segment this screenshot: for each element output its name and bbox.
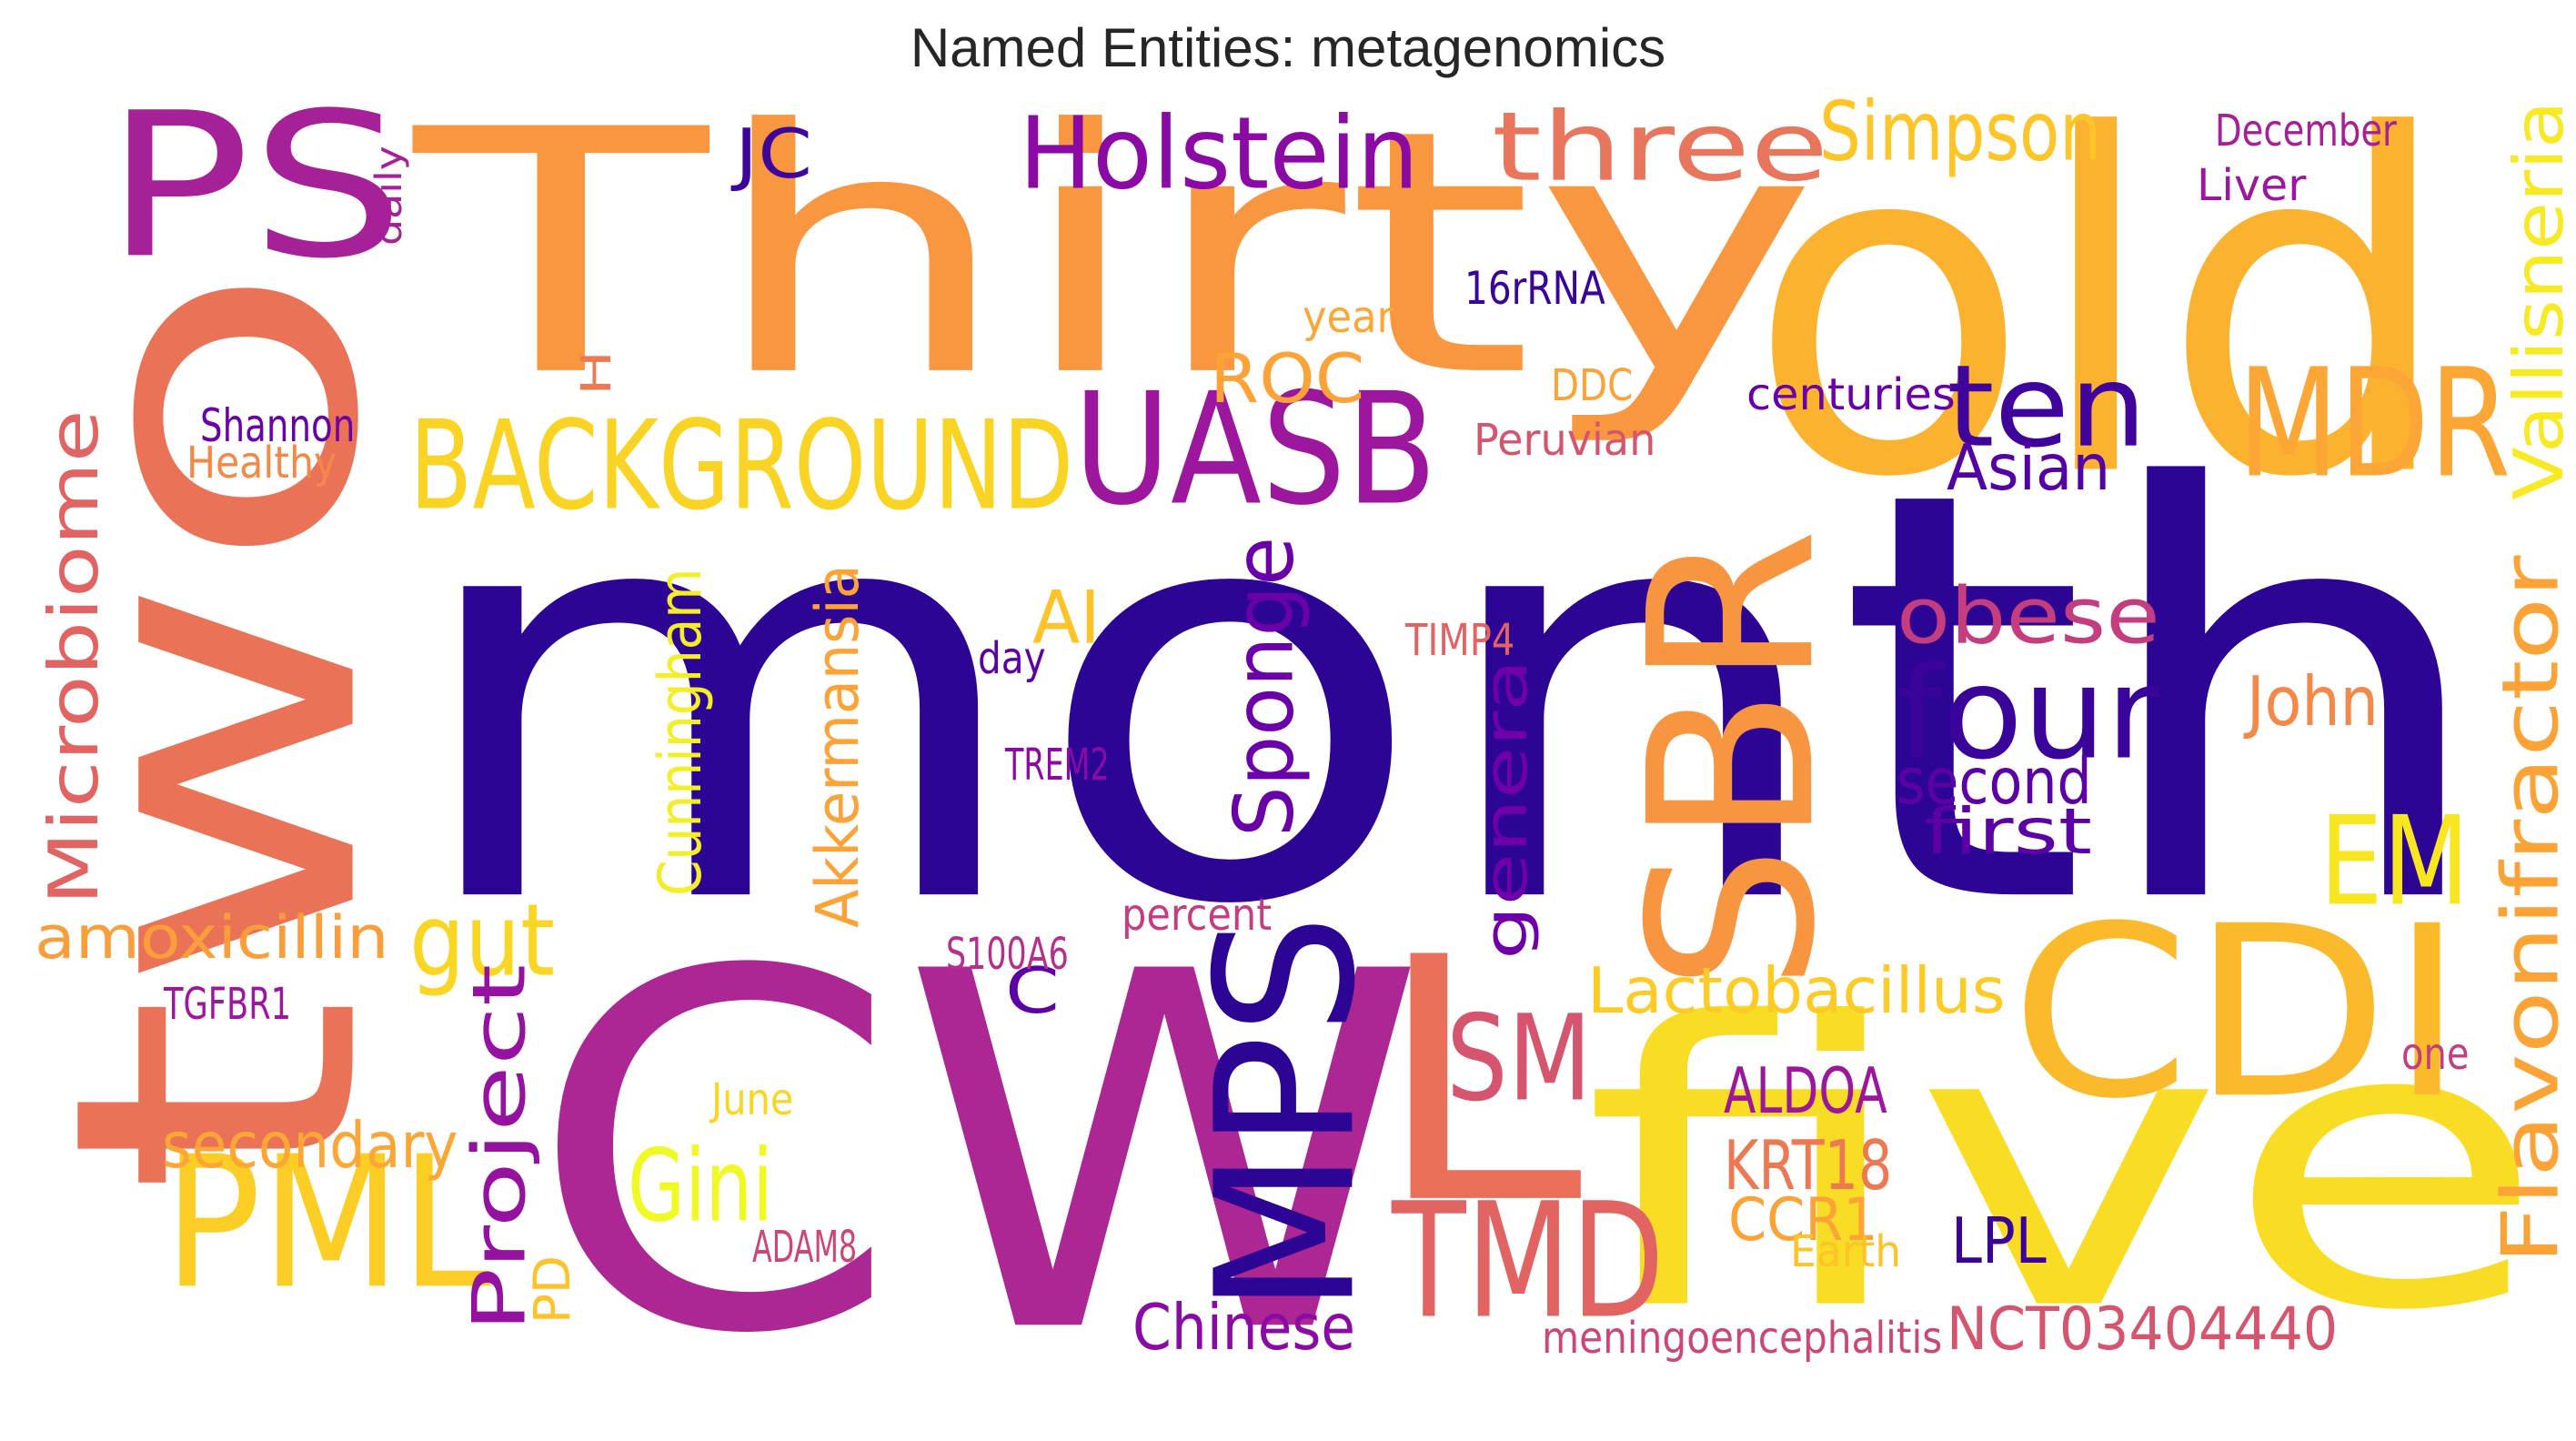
chart-title: Named Entities: metagenomics xyxy=(910,17,1666,78)
word-trem2: TREM2 xyxy=(1005,739,1110,791)
word-centuries: centuries xyxy=(1746,368,1956,421)
word-ai: AI xyxy=(1032,575,1101,661)
word-microbiome: Microbiome xyxy=(35,409,115,905)
word-amoxicillin: amoxicillin xyxy=(35,903,389,973)
word-cw: CW xyxy=(528,869,1428,1441)
word-timp4: TIMP4 xyxy=(1405,614,1515,667)
word-day: day xyxy=(978,632,1046,685)
word-gini: Gini xyxy=(628,1128,773,1245)
word-background: BACKGROUND xyxy=(409,394,1074,539)
word-cunningham: Cunningham xyxy=(646,568,716,896)
word-nct03404440: NCT03404440 xyxy=(1947,1295,2339,1365)
word-sm: SM xyxy=(1446,990,1592,1129)
word-cdi: CDI xyxy=(2010,875,2466,1152)
word-obese: obese xyxy=(1897,570,2160,662)
word-percent: percent xyxy=(1122,889,1273,942)
word-three: three xyxy=(1492,91,1829,204)
word-pd: PD xyxy=(522,1255,582,1324)
word-simpson: Simpson xyxy=(1819,83,2102,180)
word-s100a6: S100A6 xyxy=(946,928,1069,981)
word-june: June xyxy=(711,1073,794,1126)
word-four: four xyxy=(1897,640,2160,789)
word-mdr: MDR xyxy=(2238,337,2511,512)
word-peruvian: Peruvian xyxy=(1474,414,1656,467)
word-h: H xyxy=(572,349,621,396)
word-ddc: DDC xyxy=(1551,359,1634,412)
word-tmd: TMD xyxy=(1392,1169,1665,1355)
word-mps: MPS xyxy=(1174,913,1398,1315)
word-asian: Asian xyxy=(1947,430,2111,506)
word-daily: daily xyxy=(367,146,411,246)
word-16rrna: 16rRNA xyxy=(1464,261,1605,316)
word-uasb: UASB xyxy=(1073,359,1437,540)
word-first: first xyxy=(1924,794,2093,870)
word-flavonifractor: Flavonifractor xyxy=(2485,555,2576,1265)
word-second: second xyxy=(1897,744,2092,820)
word-jc: JC xyxy=(735,115,812,195)
word-aldoa: ALDOA xyxy=(1724,1053,1887,1129)
word-sbr: SBR xyxy=(1600,528,1866,992)
word-akkermansia: Akkermansia xyxy=(803,564,873,928)
word-liver: Liver xyxy=(2197,159,2307,212)
word-december: December xyxy=(2215,105,2397,157)
word-one: one xyxy=(2401,1028,2470,1081)
word-em: EM xyxy=(2319,790,2470,934)
word-sponge: Sponge xyxy=(1215,536,1313,837)
word-holstein: Holstein xyxy=(1019,96,1419,213)
word-john: John xyxy=(2247,662,2379,742)
word-old: old xyxy=(1746,38,2456,579)
word-thirty: Thirty xyxy=(414,57,1819,450)
word-cloud: month two Thirty old CW five PS CDI SBR MPS L PML UA… xyxy=(0,38,2576,1401)
word-five: five xyxy=(1583,941,2548,1396)
word-earth: Earth xyxy=(1790,1225,1902,1278)
word-ps: PS xyxy=(105,69,405,303)
word-l: L xyxy=(1374,885,1584,1278)
word-lactobacillus: Lactobacillus xyxy=(1587,953,2006,1029)
word-ten: ten xyxy=(1947,339,2148,473)
word-shannon: Shannon xyxy=(200,398,356,453)
word-lpl: LPL xyxy=(1951,1204,2047,1279)
word-c: C xyxy=(1005,953,1060,1029)
word-vallisneria: Vallisneria xyxy=(2500,100,2576,500)
word-healthy: Healthy xyxy=(186,437,337,489)
word-genera: genera xyxy=(1472,659,1542,960)
word-secondary: secondary xyxy=(162,1108,458,1184)
word-chinese: Chinese xyxy=(1132,1290,1356,1365)
word-month: month xyxy=(405,372,2497,1028)
word-meningoencephalitis: meningoencephalitis xyxy=(1542,1312,1943,1365)
word-roc: ROC xyxy=(1210,339,1365,419)
word-krt18: KRT18 xyxy=(1724,1126,1893,1206)
word-tgfbr1: TGFBR1 xyxy=(164,978,292,1031)
word-ccr1: CCR1 xyxy=(1728,1185,1878,1255)
word-year: year xyxy=(1303,291,1394,344)
word-pml: PML xyxy=(164,1117,491,1330)
word-gut: gut xyxy=(409,882,556,1000)
word-adam8: ADAM8 xyxy=(752,1221,858,1274)
